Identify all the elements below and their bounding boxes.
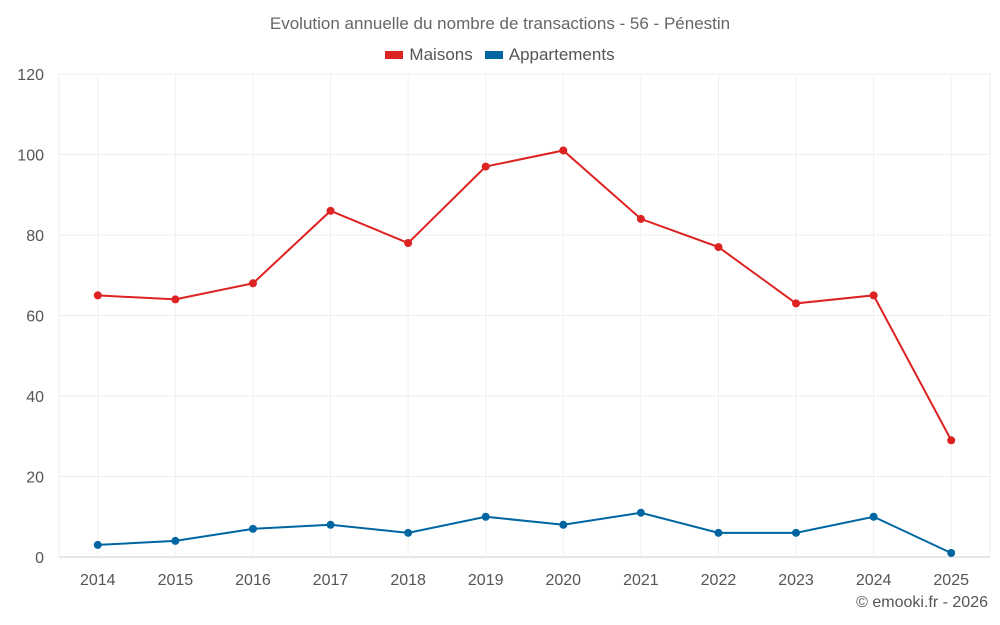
data-point-appartements (171, 536, 180, 545)
data-point-appartements (481, 512, 490, 521)
legend: Maisons Appartements (0, 45, 1000, 65)
x-tick-label: 2023 (778, 572, 814, 589)
data-point-appartements (326, 520, 335, 529)
x-tick-label: 2019 (468, 572, 504, 589)
data-point-maisons (481, 162, 490, 171)
data-point-maisons (869, 291, 878, 300)
y-tick-label: 0 (35, 550, 44, 567)
data-point-maisons (248, 279, 257, 288)
x-tick-label: 2015 (158, 572, 194, 589)
data-point-appartements (559, 520, 568, 529)
data-point-appartements (404, 528, 413, 537)
data-point-maisons (326, 206, 335, 215)
y-tick-label: 60 (26, 309, 44, 326)
data-point-maisons (93, 291, 102, 300)
data-point-maisons (404, 239, 413, 248)
x-tick-label: 2018 (390, 572, 426, 589)
data-point-maisons (792, 299, 801, 308)
y-tick-label: 20 (26, 470, 44, 487)
x-tick-label: 2014 (80, 572, 116, 589)
x-tick-label: 2021 (623, 572, 659, 589)
data-point-appartements (93, 540, 102, 549)
series-line-appartements (97, 511, 952, 554)
data-point-maisons (947, 436, 956, 445)
legend-label: Appartements (508, 45, 615, 64)
chart-title: Evolution annuelle du nombre de transact… (269, 14, 731, 33)
y-tick-label: 120 (17, 67, 44, 84)
x-tick-label: 2017 (313, 572, 349, 589)
x-tick-label: 2020 (545, 572, 581, 589)
data-point-appartements (869, 512, 878, 521)
series-line-maisons (97, 149, 953, 441)
data-point-appartements (947, 548, 956, 557)
data-point-maisons (636, 214, 645, 223)
legend-swatch-maisons (385, 51, 404, 59)
x-tick-label: 2016 (235, 572, 271, 589)
x-tick-label: 2025 (933, 572, 969, 589)
legend-label: Maisons (409, 45, 473, 64)
y-tick-label: 40 (26, 389, 44, 406)
data-point-appartements (248, 524, 257, 533)
data-point-maisons (559, 146, 568, 155)
data-point-maisons (171, 295, 180, 304)
credit-text: © emooki.fr - 2026 (856, 594, 988, 611)
y-tick-label: 100 (17, 148, 44, 165)
data-point-appartements (636, 508, 645, 517)
legend-swatch-appartements (484, 51, 503, 59)
data-point-appartements (792, 528, 801, 537)
y-tick-label: 80 (26, 228, 44, 245)
x-tick-label: 2024 (856, 572, 892, 589)
data-point-maisons (714, 243, 723, 252)
data-point-appartements (714, 528, 723, 537)
legend-item-appartements[interactable]: Appartements (484, 45, 615, 65)
x-tick-label: 2022 (701, 572, 737, 589)
legend-item-maisons[interactable]: Maisons (385, 45, 473, 65)
